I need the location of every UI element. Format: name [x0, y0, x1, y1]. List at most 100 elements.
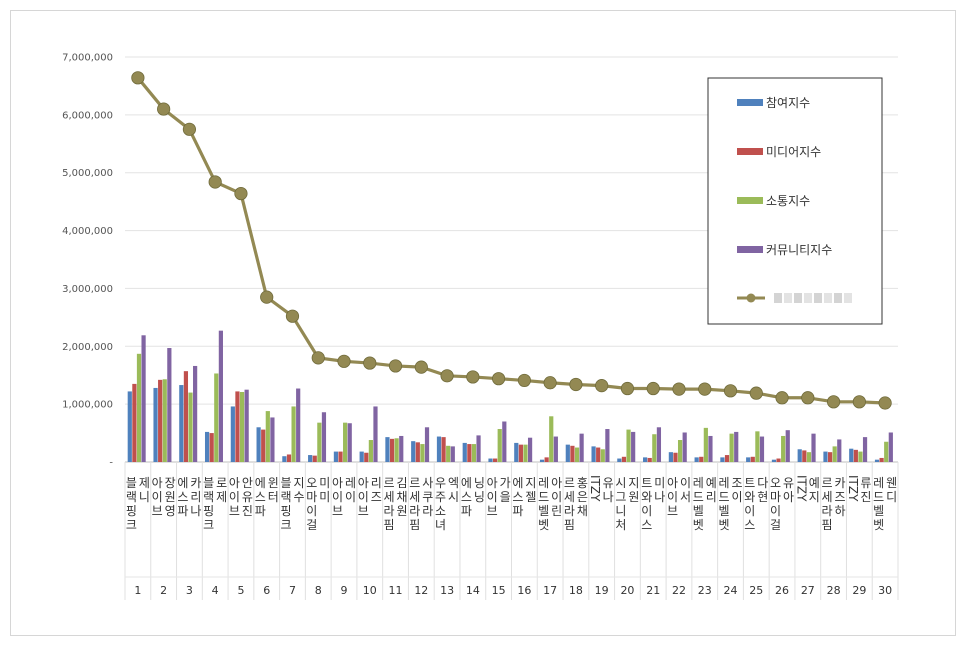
x-label-21: 트 와 이 스미 나: [641, 476, 665, 532]
x-label-24: 레 드 벨 벳조 이: [718, 476, 742, 532]
x-label-char: 아: [152, 476, 163, 490]
x-label-11: 르 세 라 핌김 채 원: [384, 476, 408, 532]
x-label-9: 아 이 브레 이: [332, 476, 356, 518]
bar-1: [617, 458, 622, 462]
line-point: [208, 175, 222, 189]
x-label-char: 이: [332, 490, 343, 504]
x-label-char: 다: [757, 476, 768, 490]
x-label-char: 스: [512, 490, 523, 504]
x-label-char: 블: [280, 476, 291, 490]
bar-3: [858, 451, 863, 462]
x-label-char: 은: [577, 490, 588, 504]
x-label-char: 쿠: [422, 490, 433, 504]
bar-1: [823, 451, 828, 462]
x-label-char: 지: [628, 476, 639, 490]
bar-3: [188, 392, 193, 462]
bar-4: [527, 437, 533, 462]
x-label-char: 니: [139, 490, 150, 504]
bar-2: [570, 445, 575, 462]
bar-1: [127, 391, 132, 462]
x-label-word: ITZY: [588, 475, 602, 502]
bar-3: [884, 441, 889, 462]
bar-4: [502, 421, 507, 462]
x-label-char: 브: [358, 504, 369, 518]
x-label-char: 벳: [718, 518, 729, 532]
line-point: [826, 395, 841, 409]
x-label-3: 에 스 파카 리 나: [177, 476, 201, 518]
x-label-char: 진: [242, 504, 253, 518]
bar-1: [591, 446, 596, 462]
line-point: [723, 384, 738, 398]
bar-1: [720, 457, 725, 462]
x-label-char: 젤: [525, 490, 536, 504]
x-label-char: 채: [397, 490, 408, 504]
bar-1: [204, 431, 210, 462]
x-label-7: 블 랙 핑 크지 수: [280, 476, 304, 532]
x-label-char: 서: [680, 490, 691, 504]
obscured-legend-text: [834, 293, 842, 303]
x-label-char: 드: [693, 490, 704, 504]
x-label-char: 르: [384, 476, 395, 490]
legend-line-marker: [746, 293, 756, 303]
line-point: [595, 379, 609, 393]
x-label-char: 처: [615, 518, 626, 532]
bar-4: [450, 446, 455, 462]
x-label-char: 트: [744, 476, 755, 490]
x-label-5: 아 이 브안 유 진: [229, 476, 253, 518]
line-point: [234, 186, 248, 201]
x-label-char: 파: [512, 504, 523, 518]
bar-1: [565, 444, 570, 462]
x-label-char: 르: [822, 476, 833, 490]
x-label-char: 조: [731, 476, 742, 490]
x-rank-label: 28: [827, 584, 841, 597]
bar-2: [415, 442, 420, 462]
bar-1: [230, 406, 235, 462]
bar-1: [746, 457, 751, 462]
x-label-char: 드: [873, 490, 884, 504]
x-rank-label: 30: [878, 584, 892, 597]
line-point: [672, 382, 686, 396]
x-rank-label: 27: [801, 584, 815, 597]
x-label-char: 이: [680, 476, 691, 490]
legend-label: 커뮤니티지수: [766, 243, 832, 257]
y-tick-label: 5,000,000: [62, 168, 113, 179]
bar-3: [755, 431, 760, 462]
bar-2: [286, 454, 292, 462]
bar-1: [179, 385, 184, 462]
x-label-char: 카: [190, 476, 201, 490]
x-label-char: 리: [371, 476, 382, 490]
line-point: [543, 376, 557, 390]
x-label-char: 아: [551, 476, 562, 490]
bar-2: [853, 449, 858, 462]
bar-3: [394, 438, 399, 462]
bar-1: [411, 441, 416, 462]
line-point: [260, 290, 274, 304]
bar-2: [673, 452, 678, 462]
bar-3: [703, 427, 708, 462]
bar-1: [385, 437, 390, 462]
x-rank-label: 18: [569, 584, 583, 597]
x-label-25: 트 와 이 스다 현: [744, 476, 768, 532]
x-label-char: 트: [641, 476, 652, 490]
line-point: [852, 395, 866, 409]
x-label-char: 드: [718, 490, 729, 504]
bar-3: [806, 452, 812, 462]
x-label-char: 제: [139, 476, 150, 490]
x-rank-label: 24: [724, 584, 738, 597]
line-point: [182, 122, 197, 136]
bar-3: [317, 422, 322, 462]
